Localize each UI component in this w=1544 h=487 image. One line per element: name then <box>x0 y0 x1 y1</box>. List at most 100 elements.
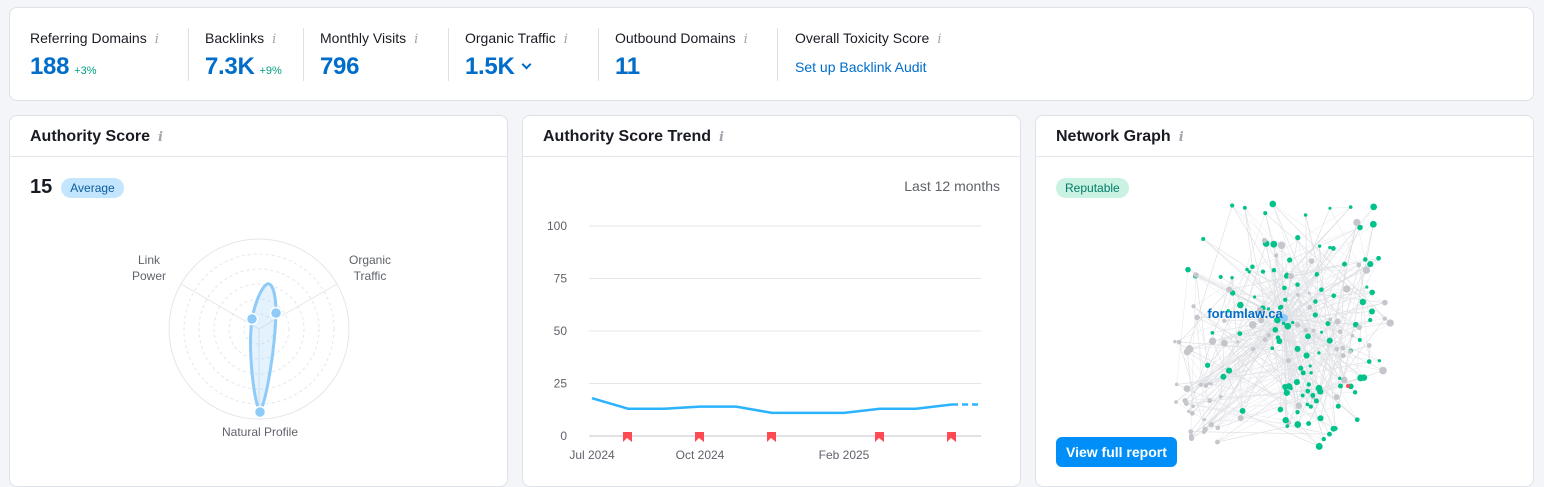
network-node[interactable] <box>1262 337 1268 342</box>
network-node[interactable] <box>1357 224 1363 231</box>
network-node[interactable] <box>1295 410 1300 415</box>
network-node[interactable] <box>1366 359 1372 364</box>
metric-backlinks[interactable]: Backlinks i 7.3K +9% <box>205 8 282 102</box>
radar-point-natural-profile[interactable] <box>253 405 267 419</box>
network-node[interactable] <box>1370 203 1378 211</box>
network-node[interactable] <box>1188 435 1195 441</box>
network-node[interactable] <box>1285 358 1291 364</box>
network-node[interactable] <box>1337 329 1343 335</box>
metric-value[interactable]: 11 <box>615 53 640 80</box>
network-node[interactable] <box>1335 403 1341 409</box>
network-node[interactable] <box>1215 439 1220 445</box>
network-node[interactable] <box>1334 318 1341 325</box>
network-node[interactable] <box>1220 373 1227 380</box>
network-node[interactable] <box>1348 349 1353 354</box>
network-node[interactable] <box>1237 415 1244 422</box>
radar-point-link-power[interactable] <box>245 312 259 326</box>
network-node[interactable] <box>1340 345 1346 351</box>
network-node[interactable] <box>1189 410 1195 416</box>
network-node[interactable] <box>1222 318 1227 324</box>
network-node[interactable] <box>1245 267 1249 272</box>
network-node[interactable] <box>1294 421 1302 428</box>
network-node[interactable] <box>1328 317 1333 322</box>
network-node[interactable] <box>1176 339 1182 345</box>
network-node[interactable] <box>1366 343 1372 348</box>
network-node[interactable] <box>1365 285 1369 289</box>
network-node[interactable] <box>1277 305 1283 310</box>
network-node[interactable] <box>1207 398 1213 404</box>
network-node[interactable] <box>1208 421 1214 428</box>
network-node[interactable] <box>1266 307 1271 311</box>
network-node[interactable] <box>1321 436 1327 442</box>
network-node[interactable] <box>1274 316 1281 324</box>
network-node[interactable] <box>1314 271 1320 277</box>
network-node[interactable] <box>1325 321 1331 327</box>
network-node[interactable] <box>1283 297 1288 302</box>
metric-value[interactable]: 1.5K <box>465 53 515 80</box>
network-node[interactable] <box>1300 370 1306 376</box>
network-node[interactable] <box>1295 235 1301 241</box>
network-node[interactable] <box>1346 384 1350 388</box>
network-node[interactable] <box>1193 272 1199 278</box>
network-node[interactable] <box>1350 333 1355 338</box>
network-node[interactable] <box>1287 273 1294 280</box>
network-node[interactable] <box>1382 299 1388 306</box>
network-node[interactable] <box>1368 318 1373 323</box>
network-node[interactable] <box>1317 415 1324 422</box>
network-node[interactable] <box>1208 337 1217 345</box>
network-node[interactable] <box>1191 404 1195 409</box>
network-node[interactable] <box>1308 404 1313 409</box>
network-node[interactable] <box>1348 205 1353 209</box>
network-node[interactable] <box>1352 390 1358 395</box>
network-node[interactable] <box>1276 338 1283 345</box>
network-node[interactable] <box>1298 365 1304 371</box>
network-node[interactable] <box>1308 258 1315 264</box>
network-node[interactable] <box>1191 304 1196 309</box>
network-node[interactable] <box>1311 328 1316 333</box>
network-node[interactable] <box>1363 257 1368 262</box>
network-node[interactable] <box>1250 264 1255 270</box>
network-node[interactable] <box>1202 418 1206 422</box>
network-node[interactable] <box>1353 218 1361 227</box>
network-node[interactable] <box>1285 383 1293 390</box>
network-node[interactable] <box>1295 402 1303 409</box>
network-node[interactable] <box>1185 266 1191 273</box>
network-node[interactable] <box>1285 424 1290 428</box>
network-node[interactable] <box>1338 383 1343 389</box>
network-node[interactable] <box>1357 374 1365 382</box>
network-node[interactable] <box>1293 378 1300 386</box>
network-node[interactable] <box>1230 203 1235 208</box>
info-icon[interactable]: i <box>743 32 748 47</box>
network-node[interactable] <box>1309 371 1313 375</box>
network-node[interactable] <box>1340 353 1346 359</box>
network-node[interactable] <box>1242 205 1247 210</box>
network-node[interactable] <box>1294 322 1301 328</box>
network-node[interactable] <box>1287 257 1293 263</box>
network-node[interactable] <box>1296 293 1300 297</box>
info-icon[interactable]: i <box>719 130 724 145</box>
network-node[interactable] <box>1253 295 1257 299</box>
view-full-report-button[interactable]: View full report <box>1056 437 1177 467</box>
network-node[interactable] <box>1226 286 1233 293</box>
network-node[interactable] <box>1237 301 1244 309</box>
network-node[interactable] <box>1183 348 1191 356</box>
network-node[interactable] <box>1188 429 1194 434</box>
network-node[interactable] <box>1270 346 1275 351</box>
network-node[interactable] <box>1183 385 1191 393</box>
network-node[interactable] <box>1317 351 1321 355</box>
network-node[interactable] <box>1270 240 1278 248</box>
network-node[interactable] <box>1304 333 1311 340</box>
metric-monthly-visits[interactable]: Monthly Visits i 796 <box>320 8 418 102</box>
info-icon[interactable]: i <box>937 32 942 47</box>
network-node[interactable] <box>1251 346 1256 352</box>
info-icon[interactable]: i <box>154 32 159 47</box>
info-icon[interactable]: i <box>563 32 568 47</box>
network-node[interactable] <box>1283 389 1290 396</box>
network-node[interactable] <box>1256 307 1264 315</box>
network-node[interactable] <box>1210 331 1215 335</box>
network-node[interactable] <box>1330 246 1336 251</box>
network-hub-node[interactable] <box>1280 314 1288 322</box>
network-graph[interactable]: forumlaw.ca <box>1036 158 1533 486</box>
network-node[interactable] <box>1359 298 1367 306</box>
network-node[interactable] <box>1258 317 1265 324</box>
